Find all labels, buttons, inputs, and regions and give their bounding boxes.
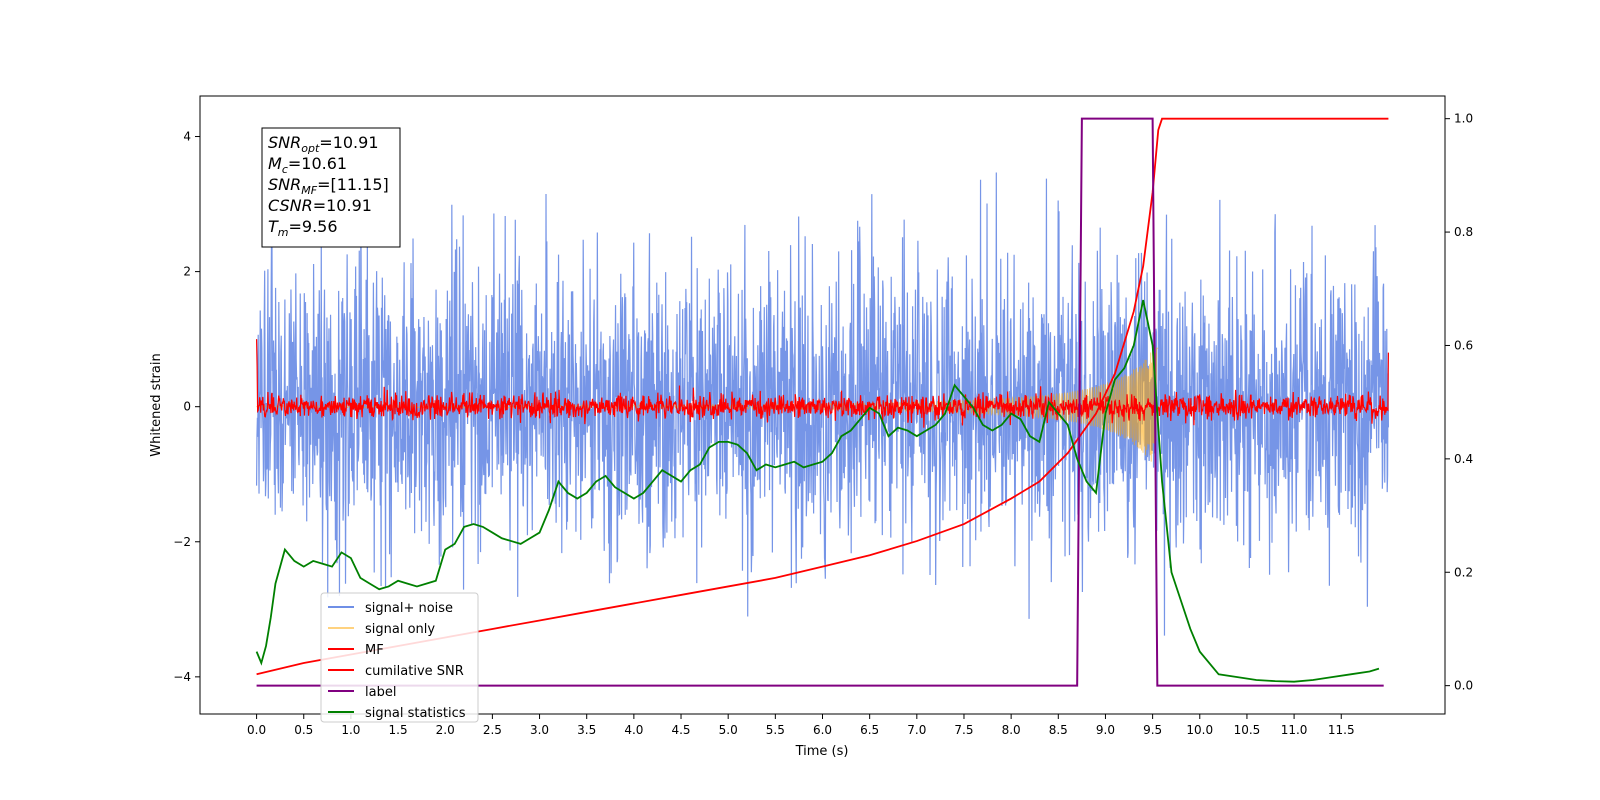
- x-tick-label: 3.5: [577, 723, 596, 737]
- x-tick-label: 2.0: [436, 723, 455, 737]
- x-tick-label: 8.5: [1049, 723, 1068, 737]
- stats-line-value: =10.91: [313, 196, 372, 215]
- stats-line-name: M: [268, 154, 282, 173]
- y-axis-right-ticks: 1.0 0.8 0.6 0.4 0.2 0.0: [1445, 112, 1473, 693]
- x-tick-label: 3.0: [530, 723, 549, 737]
- x-tick-label: 0.0: [247, 723, 266, 737]
- x-axis-ticks: 0.0 0.5 1.0 1.5 2.0 2.5 3.0 3.5 4.0 4.5 5.0 5.5 6.0 6…: [247, 714, 1355, 737]
- legend-entry: cumilative SNR: [365, 664, 464, 679]
- y-right-tick-label: 0.4: [1454, 452, 1473, 466]
- x-tick-label: 5.0: [719, 723, 738, 737]
- x-tick-label: 4.0: [624, 723, 643, 737]
- y-left-tick-label: 0: [183, 400, 191, 414]
- stats-line-subscript: c: [282, 163, 288, 176]
- stats-line-value: =9.56: [289, 217, 338, 236]
- stats-line-value: =10.91: [319, 133, 378, 152]
- legend-entry: signal statistics: [365, 706, 466, 721]
- x-tick-label: 1.5: [389, 723, 408, 737]
- x-tick-label: 4.5: [671, 723, 690, 737]
- x-tick-label: 11.0: [1281, 723, 1308, 737]
- legend-entry: MF: [365, 643, 384, 658]
- y-axis-left-label: Whitened strain: [149, 353, 164, 456]
- x-tick-label: 6.0: [813, 723, 832, 737]
- stats-line-subscript: MF: [301, 184, 317, 197]
- y-right-tick-label: 0.0: [1454, 679, 1473, 693]
- y-left-tick-label: −2: [173, 535, 191, 549]
- series-signal-statistics: [255, 299, 1380, 683]
- x-tick-label: 1.0: [341, 723, 360, 737]
- series-signal-noise: [255, 172, 1390, 636]
- legend-box: [320, 592, 479, 723]
- stats-line-value: =[11.15]: [317, 175, 389, 194]
- y-right-tick-label: 1.0: [1454, 112, 1473, 126]
- y-right-tick-label: 0.6: [1454, 338, 1473, 352]
- x-tick-label: 0.5: [294, 723, 313, 737]
- stats-line-name: CSNR: [268, 196, 313, 215]
- y-axis-left-ticks: 4 2 0 −2 −4: [173, 130, 200, 684]
- stats-line-subscript: m: [278, 226, 289, 239]
- stats-line-value: =10.61: [288, 154, 347, 173]
- x-tick-label: 11.5: [1328, 723, 1355, 737]
- legend-entry: label: [365, 685, 396, 700]
- y-left-tick-label: 4: [183, 130, 191, 144]
- stats-line-name: T: [268, 217, 279, 236]
- stats-line-name: SNR: [268, 175, 301, 194]
- stats-box: [261, 127, 401, 248]
- x-tick-label: 10.0: [1186, 723, 1213, 737]
- y-right-tick-label: 0.8: [1454, 225, 1473, 239]
- y-left-tick-label: −4: [173, 670, 191, 684]
- legend: signal+ noise signal only MF cumilative SNR…: [320, 592, 479, 723]
- stats-line-subscript: opt: [301, 142, 320, 155]
- x-tick-label: 10.5: [1234, 723, 1261, 737]
- legend-entry: signal only: [365, 622, 435, 637]
- series-mf: [255, 339, 1390, 428]
- x-tick-label: 7.0: [907, 723, 926, 737]
- x-axis-label: Time (s): [795, 744, 849, 759]
- x-tick-label: 6.5: [860, 723, 879, 737]
- legend-entry: signal+ noise: [365, 601, 453, 616]
- stats-text: SNRopt=10.91 Mc=10.61 SNRMF=[11.15] CSNR=10…: [268, 133, 389, 239]
- stats-line-name: SNR: [268, 133, 301, 152]
- x-tick-label: 7.5: [954, 723, 973, 737]
- x-tick-label: 9.0: [1096, 723, 1115, 737]
- x-tick-label: 2.5: [483, 723, 502, 737]
- y-left-tick-label: 2: [183, 265, 191, 279]
- x-tick-label: 5.5: [766, 723, 785, 737]
- y-right-tick-label: 0.2: [1454, 565, 1473, 579]
- x-tick-label: 9.5: [1143, 723, 1162, 737]
- series-label: [256, 117, 1384, 687]
- x-tick-label: 8.0: [1002, 723, 1021, 737]
- stats-annotation: SNRopt=10.91 Mc=10.61 SNRMF=[11.15] CSNR=10…: [261, 127, 401, 248]
